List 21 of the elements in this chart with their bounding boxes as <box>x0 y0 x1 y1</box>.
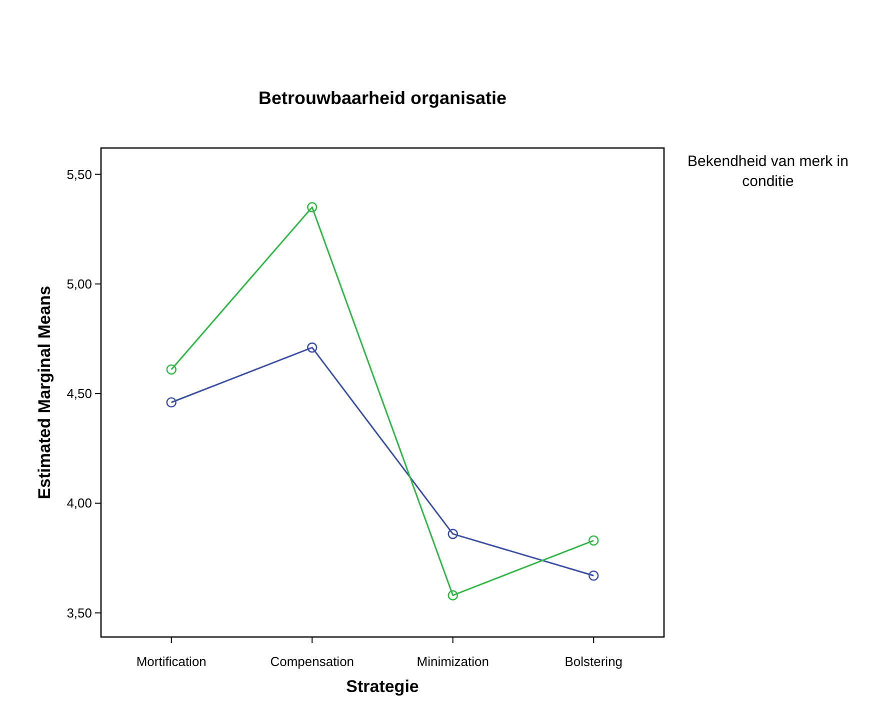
point <box>588 535 599 546</box>
y-axis-title: Estimated Marginal Means <box>35 286 54 500</box>
y-tick-label: 3,50 <box>66 605 92 620</box>
x-axis-title: Strategie <box>346 677 419 696</box>
x-tick-label: Mortification <box>136 654 206 669</box>
y-tick-label: 5,00 <box>66 276 92 292</box>
y-tick-label: 5,50 <box>66 166 92 182</box>
point <box>448 528 458 540</box>
point <box>306 202 318 212</box>
point <box>166 364 177 375</box>
x-tick-label: Compensation <box>270 654 354 669</box>
point <box>306 342 318 353</box>
point <box>448 590 458 600</box>
x-tick-label: Minimization <box>416 654 489 669</box>
y-tick-label: 4,00 <box>66 496 92 511</box>
point <box>166 397 177 408</box>
y-tick-label: 4,50 <box>66 386 92 402</box>
chart-title: Betrouwbaarheid organisatie <box>258 88 507 108</box>
legend-title: Bekendheid van merk in conditie <box>688 153 848 190</box>
point <box>588 570 599 581</box>
x-tick-label: Bolstering <box>564 654 623 669</box>
